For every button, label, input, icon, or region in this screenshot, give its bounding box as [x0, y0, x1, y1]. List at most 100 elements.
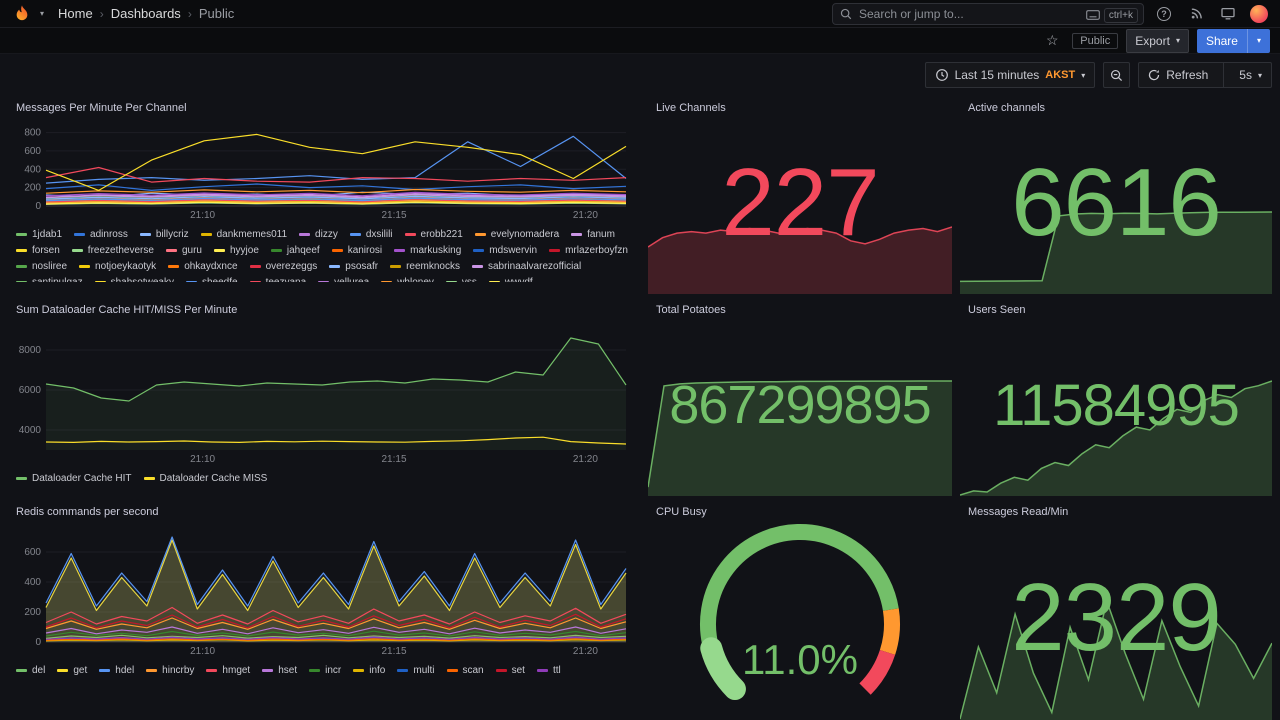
- legend-item[interactable]: dxsilili: [349, 228, 393, 241]
- legend-item[interactable]: teezyana: [249, 276, 306, 282]
- breadcrumb-dashboards[interactable]: Dashboards: [110, 6, 181, 21]
- legend-label: mrlazerboyfzn: [565, 245, 628, 256]
- legend-item[interactable]: psosafr: [329, 260, 378, 273]
- legend-color-marker: [16, 669, 27, 672]
- legend-label: erobb221: [420, 229, 463, 240]
- users-seen-value: 11584995: [993, 372, 1240, 438]
- legend-item[interactable]: hyyjoe: [213, 244, 259, 257]
- legend-item[interactable]: get: [57, 664, 87, 677]
- svg-text:0: 0: [35, 637, 41, 648]
- search-shortcut: ctrl+k: [1103, 8, 1138, 23]
- panel-redis-commands: Redis commands per second 0 200 400 600 21:1…: [8, 500, 640, 720]
- refresh-interval-dropdown[interactable]: 5s ▾: [1230, 63, 1271, 87]
- svg-text:21:10: 21:10: [190, 210, 215, 221]
- org-switcher-chevron-icon[interactable]: ▾: [40, 9, 45, 18]
- legend-item[interactable]: shahsotweaky: [94, 276, 174, 282]
- legend-item[interactable]: sabrinaalvarezofficial: [471, 260, 581, 273]
- legend-item[interactable]: hset: [262, 664, 297, 677]
- legend-item[interactable]: billycriz: [139, 228, 189, 241]
- legend-item[interactable]: hincrby: [146, 664, 194, 677]
- top-nav: ▾ Home › Dashboards › Public ctrl+k ?: [0, 0, 1280, 28]
- legend-color-marker: [249, 265, 261, 268]
- refresh-icon: [1149, 69, 1160, 81]
- messages-read-sparkline: [960, 598, 1272, 720]
- legend-item[interactable]: overezeggs: [249, 260, 317, 273]
- legend-item[interactable]: scan: [446, 664, 484, 677]
- legend-item[interactable]: 1jdab1: [16, 228, 62, 241]
- search-input[interactable]: [832, 2, 1144, 25]
- user-avatar[interactable]: [1250, 4, 1268, 23]
- legend-item[interactable]: notjoeykaotyk: [79, 260, 156, 273]
- legend-item[interactable]: vss: [445, 276, 477, 282]
- legend-item[interactable]: dankmemes011: [200, 228, 287, 241]
- legend-item[interactable]: Dataloader Cache HIT: [16, 472, 132, 485]
- legend-item[interactable]: forsen: [16, 244, 60, 257]
- legend-label: Dataloader Cache MISS: [159, 473, 268, 484]
- zoom-out-button[interactable]: [1103, 62, 1131, 88]
- dataloader-chart[interactable]: 4000 6000 8000 21:10 21:15 21:20: [12, 326, 634, 466]
- legend-color-marker: [329, 265, 341, 268]
- legend-item[interactable]: fanum: [571, 228, 615, 241]
- legend-item[interactable]: kanirosi: [331, 244, 383, 257]
- redis-chart[interactable]: 0 200 400 600 21:10 21:15 21:20: [12, 528, 634, 658]
- refresh-label: Refresh: [1166, 68, 1209, 82]
- legend-item[interactable]: adinross: [74, 228, 128, 241]
- legend-item[interactable]: markusking: [394, 244, 461, 257]
- legend-label: guru: [181, 245, 202, 256]
- breadcrumb-home[interactable]: Home: [58, 6, 93, 21]
- legend-item[interactable]: whlonev: [381, 276, 434, 282]
- legend-item[interactable]: del: [16, 664, 45, 677]
- legend-item[interactable]: multi: [397, 664, 435, 677]
- legend-item[interactable]: hmget: [206, 664, 250, 677]
- dashboard-actions-bar: ☆ Public Export ▾ Share ▾: [0, 28, 1280, 54]
- legend-item[interactable]: sheedfe: [185, 276, 238, 282]
- legend-color-marker: [536, 669, 548, 672]
- svg-text:21:10: 21:10: [190, 646, 215, 657]
- grafana-logo-icon[interactable]: [12, 4, 32, 24]
- legend-item[interactable]: ohkaydxnce: [168, 260, 238, 273]
- legend-item[interactable]: set: [495, 664, 525, 677]
- legend-item[interactable]: mdswervin: [473, 244, 537, 257]
- legend-label: kanirosi: [347, 245, 383, 256]
- panel-users-seen: Users Seen 11584995: [960, 298, 1272, 496]
- legend-item[interactable]: evelynomadera: [474, 228, 559, 241]
- panel-title: CPU Busy: [656, 506, 707, 518]
- svg-text:21:20: 21:20: [573, 454, 598, 465]
- share-button[interactable]: Share: [1197, 29, 1247, 53]
- legend-item[interactable]: reemknocks: [390, 260, 460, 273]
- refresh-button[interactable]: Refresh: [1139, 63, 1217, 87]
- messages-chart[interactable]: 0 200 400 600 800 21:10 21:15 21:20: [12, 122, 634, 222]
- help-button[interactable]: ?: [1152, 2, 1176, 26]
- legend-item[interactable]: ttl: [536, 664, 561, 677]
- panel-active-channels: Active channels 6616: [960, 96, 1272, 294]
- legend-item[interactable]: jahqeef: [270, 244, 320, 257]
- time-range-picker[interactable]: Last 15 minutes AKST ▾: [924, 62, 1096, 88]
- legend-item[interactable]: erobb221: [404, 228, 463, 241]
- legend-item[interactable]: mrlazerboyfzn: [549, 244, 628, 257]
- legend-label: ttl: [552, 665, 561, 676]
- legend-item[interactable]: freezetheverse: [71, 244, 154, 257]
- legend-item[interactable]: guru: [165, 244, 202, 257]
- legend-item[interactable]: dizzy: [299, 228, 338, 241]
- legend-item[interactable]: nosliree: [16, 260, 67, 273]
- legend-color-marker: [353, 669, 365, 672]
- panel-title: Active channels: [968, 102, 1046, 114]
- legend-item[interactable]: info: [353, 664, 385, 677]
- breadcrumb-public[interactable]: Public: [198, 6, 235, 21]
- rss-button[interactable]: [1184, 2, 1208, 26]
- export-label: Export: [1135, 33, 1170, 48]
- legend-item[interactable]: incr: [309, 664, 341, 677]
- legend-label: mdswervin: [489, 245, 538, 256]
- legend-item[interactable]: Dataloader Cache MISS: [143, 472, 268, 485]
- legend-item[interactable]: wwydf: [488, 276, 533, 282]
- legend-item[interactable]: hdel: [99, 664, 134, 677]
- share-menu-button[interactable]: ▾: [1248, 29, 1270, 53]
- legend-item[interactable]: santipulgaz: [16, 276, 83, 282]
- favorite-star-button[interactable]: ☆: [1040, 29, 1064, 53]
- export-button[interactable]: Export ▾: [1126, 28, 1189, 53]
- monitor-button[interactable]: [1216, 2, 1240, 26]
- legend-color-marker: [206, 669, 218, 672]
- legend-item[interactable]: vellurea: [318, 276, 369, 282]
- legend-color-marker: [270, 249, 282, 252]
- breadcrumb-separator-icon: ›: [99, 6, 104, 21]
